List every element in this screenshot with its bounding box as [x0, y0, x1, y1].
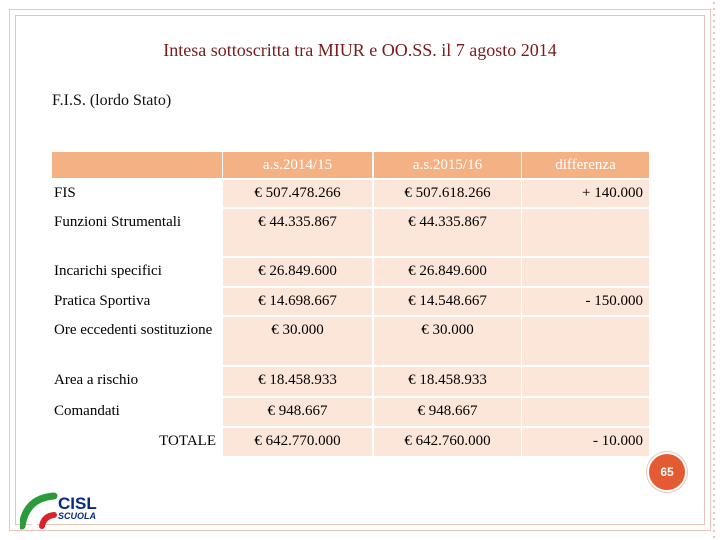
table-header-2: a.s.2015/16	[374, 152, 521, 178]
row-v2: € 30.000	[374, 317, 521, 365]
row-v2: € 26.849.600	[374, 258, 521, 286]
row-label: Ore eccedenti sostituzione	[52, 317, 222, 365]
page-number-badge: 65	[647, 452, 687, 492]
table-header-blank	[52, 152, 222, 178]
total-v1: € 642.770.000	[223, 428, 372, 456]
row-v1: € 44.335.867	[223, 209, 372, 256]
cisl-logo-text: CISL SCUOLA	[58, 495, 97, 521]
total-v2: € 642.760.000	[374, 428, 521, 456]
slide-frame-inner	[15, 15, 705, 525]
decorative-dot-strip	[711, 0, 717, 540]
row-v2: € 948.667	[374, 398, 521, 426]
row-v1: € 507.478.266	[223, 180, 372, 207]
row-v1: € 948.667	[223, 398, 372, 426]
slide-title: Intesa sottoscritta tra MIUR e OO.SS. il…	[163, 40, 557, 60]
row-v1: € 14.698.667	[223, 288, 372, 315]
row-label: FIS	[52, 180, 222, 207]
row-diff	[522, 398, 649, 426]
row-label: Funzioni Strumentali	[52, 209, 222, 256]
total-diff: - 10.000	[522, 428, 649, 456]
slide-frame-outer	[9, 9, 711, 531]
row-v1: € 30.000	[223, 317, 372, 365]
row-diff	[522, 367, 649, 396]
row-diff	[522, 258, 649, 286]
row-v2: € 507.618.266	[374, 180, 521, 207]
row-diff	[522, 317, 649, 365]
row-label: Pratica Sportiva	[52, 288, 222, 315]
logo-line2: SCUOLA	[58, 511, 96, 521]
row-label: Incarichi specifici	[52, 258, 222, 286]
logo-line1: CISL	[58, 494, 97, 513]
row-diff: - 150.000	[522, 288, 649, 315]
table-header-1: a.s.2014/15	[223, 152, 372, 178]
total-label: TOTALE	[52, 428, 222, 456]
row-v1: € 18.458.933	[223, 367, 372, 396]
cisl-logo-icon	[20, 492, 58, 530]
row-diff	[522, 209, 649, 256]
row-label: Area a rischio	[52, 367, 222, 396]
table-header-3: differenza	[522, 152, 649, 178]
row-label: Comandati	[52, 398, 222, 426]
row-v2: € 14.548.667	[374, 288, 521, 315]
row-v2: € 44.335.867	[374, 209, 521, 256]
row-v2: € 18.458.933	[374, 367, 521, 396]
slide-subtitle: F.I.S. (lordo Stato)	[52, 92, 172, 109]
row-v1: € 26.849.600	[223, 258, 372, 286]
row-diff: + 140.000	[522, 180, 649, 207]
